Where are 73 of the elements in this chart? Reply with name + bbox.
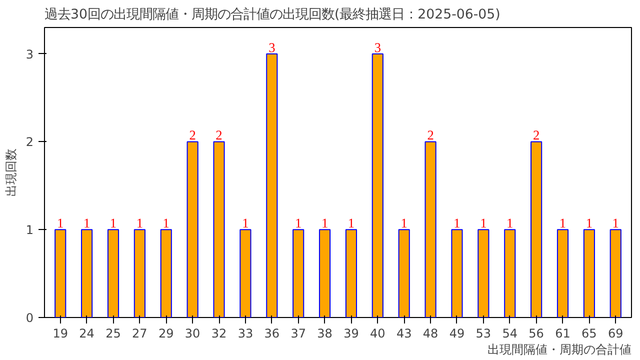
y-tick-label: 2 [26,135,34,150]
data-label: 2 [532,128,540,143]
x-tick-label: 49 [449,326,465,340]
bar [398,229,410,318]
x-tick-label: 53 [476,326,492,340]
bar [213,141,225,318]
x-tick-label: 30 [184,326,200,340]
bar [556,229,569,318]
x-tick-label: 56 [528,326,544,340]
data-label: 1 [480,216,487,231]
bar [266,53,278,318]
x-axis-title: 出現間隔値・周期の合計値 [488,342,632,356]
bar [107,229,120,318]
x-tick-label: 48 [422,326,438,340]
x-tick-label: 29 [158,326,174,340]
bar [160,229,172,318]
data-label: 1 [162,216,170,231]
data-label: 1 [295,216,302,231]
x-tick-label: 19 [52,326,68,340]
bar [451,229,463,318]
x-tick-label: 36 [264,326,280,340]
bar [292,229,304,318]
x-tick-label: 24 [79,326,94,340]
x-tick-label: 38 [317,326,332,340]
bar [424,141,436,318]
data-label: 1 [586,216,593,231]
x-tick-label: 37 [290,326,306,340]
data-label: 2 [427,128,434,143]
x-tick-label: 40 [370,326,386,340]
bar [478,229,490,318]
x-tick-label: 69 [608,326,624,340]
x-tick-label: 54 [502,326,518,340]
y-axis-title: 出現回数 [4,148,18,196]
data-label: 1 [506,216,514,231]
y-tick-label: 1 [26,223,34,238]
bar [372,53,384,318]
data-label: 3 [268,40,276,55]
y-tick-label: 0 [26,311,34,325]
x-tick-label: 43 [396,326,412,340]
data-label: 1 [57,216,64,231]
data-label: 1 [400,216,408,231]
data-label: 1 [110,216,117,231]
data-label: 1 [242,216,249,231]
data-label: 1 [612,216,619,231]
bar [240,229,252,318]
data-label: 2 [189,128,196,143]
data-label: 1 [348,216,355,231]
x-tick-label: 27 [132,326,148,340]
bar [504,229,516,318]
chart-title: 過去30回の出現間隔値・周期の合計値の出現回数(最終抽選日：2025-06-05) [44,8,500,22]
y-tick-label: 3 [26,47,34,62]
x-tick-label: 33 [238,326,254,340]
bar [134,229,146,318]
bar [530,141,542,318]
data-label: 2 [216,128,222,143]
bar [583,229,595,318]
x-tick-label: 25 [106,326,121,340]
data-label: 1 [83,216,90,231]
bar [610,229,622,318]
bar [81,229,93,318]
data-label: 1 [136,216,144,231]
bar [345,229,358,318]
data-label: 1 [321,216,328,231]
data-label: 1 [454,216,460,231]
x-tick-label: 39 [344,326,359,340]
data-label: 1 [559,216,566,231]
x-tick-label: 65 [582,326,597,340]
bar [54,229,66,318]
x-tick-label: 61 [555,326,570,340]
x-tick-label: 32 [211,326,227,340]
bar [318,229,331,318]
bar [186,141,198,318]
data-label: 3 [374,40,382,55]
